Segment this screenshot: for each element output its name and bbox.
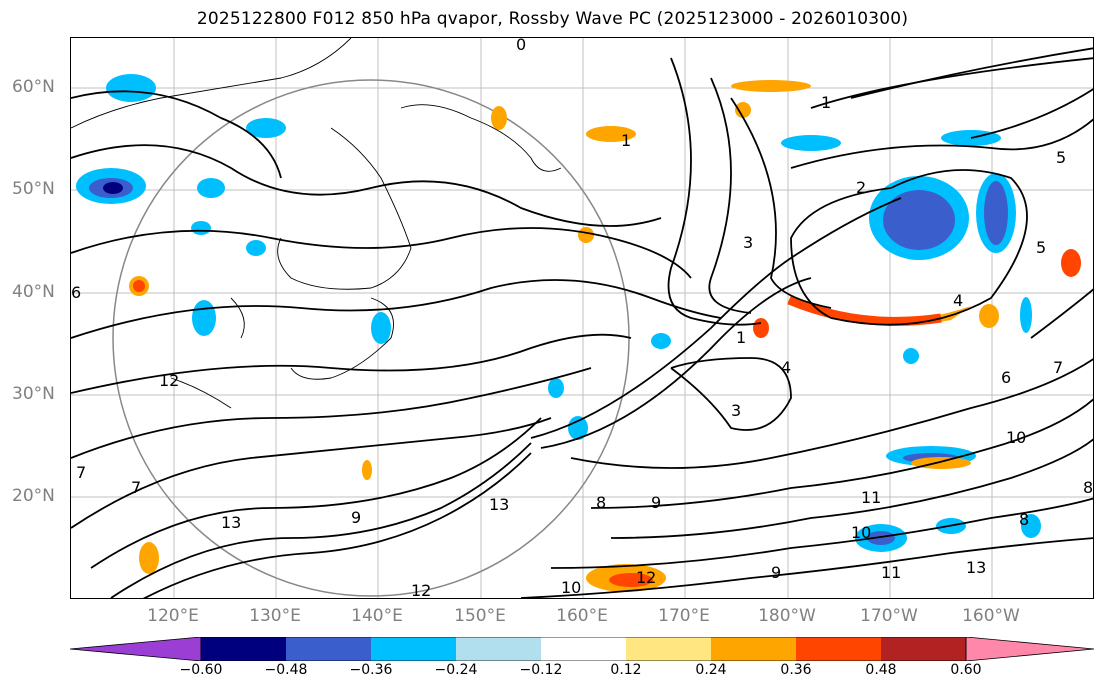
contour-label: 11 [861,488,881,507]
contour-label: 5 [1036,238,1046,257]
colorbar-tick: 0.60 [950,662,982,678]
contour-label: 1 [736,328,746,347]
colorbar-swatch [371,637,456,661]
contour-label: 9 [351,508,361,527]
colorbar-tick: −0.60 [179,662,223,678]
contour-label: 0 [516,38,526,54]
contour-label: 7 [1053,358,1063,377]
contour-label: 8 [1083,478,1093,497]
contour-label: 13 [221,513,241,532]
colorbar-swatch [201,637,286,661]
colorbar-tick: −0.12 [519,662,563,678]
contour-label: 6 [71,283,81,302]
lon-label-140e: 140°E [351,606,403,626]
anomaly-shading [76,74,1081,592]
contour-label: 6 [1001,368,1011,387]
contour-label: 1 [621,131,631,150]
contour-label: 9 [771,563,781,582]
colorbar-swatch [711,637,796,661]
colorbar-tick: −0.48 [264,662,308,678]
colorbar-tick: 0.24 [695,662,727,678]
colorbar-extend-high [965,637,1094,661]
lon-label-180w: 180°W [758,606,816,626]
contour-label: 1 [821,93,831,112]
lon-label-130e: 130°E [249,606,301,626]
contour-label: 13 [489,495,509,514]
map-canvas: 0 1 1 1 2 3 3 4 4 5 5 6 6 7 7 7 8 8 8 9 … [71,38,1093,599]
lon-label-150e: 150°E [454,606,506,626]
colorbar-swatch [881,637,966,661]
lon-label-160w: 160°W [962,606,1020,626]
colorbar [70,637,1094,661]
contour-label-group: 0 1 1 1 2 3 3 4 4 5 5 6 6 7 7 7 8 8 8 9 … [71,38,1093,599]
lat-label-20n: 20°N [12,486,55,506]
contour-label: 8 [596,493,606,512]
contour-label: 10 [561,578,581,597]
region-circle [112,79,630,597]
colorbar-tick: 0.48 [865,662,897,678]
colorbar-extend-low [70,637,202,661]
colorbar-tick: −0.36 [349,662,393,678]
colorbar-swatch [541,637,626,661]
lon-label-160e: 160°E [556,606,608,626]
contour-label: 9 [651,493,661,512]
contour-label: 4 [781,358,791,377]
contour-label: 5 [1056,148,1066,167]
lon-label-170w: 170°W [860,606,918,626]
contour-label: 10 [851,523,871,542]
contour-label: 13 [966,558,986,577]
map-plot-area: 0 1 1 1 2 3 3 4 4 5 5 6 6 7 7 7 8 8 8 9 … [70,37,1094,599]
lon-label-170e: 170°E [658,606,710,626]
colorbar-swatch [626,637,711,661]
contour-label: 10 [1006,428,1026,447]
lon-label-120e: 120°E [147,606,199,626]
contour-label: 12 [159,371,179,390]
colorbar-swatch [796,637,881,661]
colorbar-tick: 0.36 [780,662,812,678]
qvapor-contours [71,47,1093,598]
coastlines [71,38,562,409]
contour-label: 7 [131,478,141,497]
colorbar-tick: −0.24 [434,662,478,678]
colorbar-swatch [456,637,541,661]
contour-label: 12 [636,568,656,587]
lat-label-60n: 60°N [12,77,55,97]
contour-label: 2 [856,178,866,197]
lat-label-30n: 30°N [12,384,55,404]
contour-label: 11 [881,563,901,582]
lat-label-40n: 40°N [12,282,55,302]
contour-label: 3 [743,233,753,252]
colorbar-swatch [286,637,371,661]
contour-label: 4 [953,291,963,310]
map-title: 2025122800 F012 850 hPa qvapor, Rossby W… [196,9,909,29]
contour-label: 3 [731,401,741,420]
lat-label-50n: 50°N [12,179,55,199]
contour-label: 8 [1019,510,1029,529]
colorbar-tick: 0.12 [610,662,642,678]
contour-label: 7 [76,463,86,482]
contour-label: 12 [411,581,431,599]
